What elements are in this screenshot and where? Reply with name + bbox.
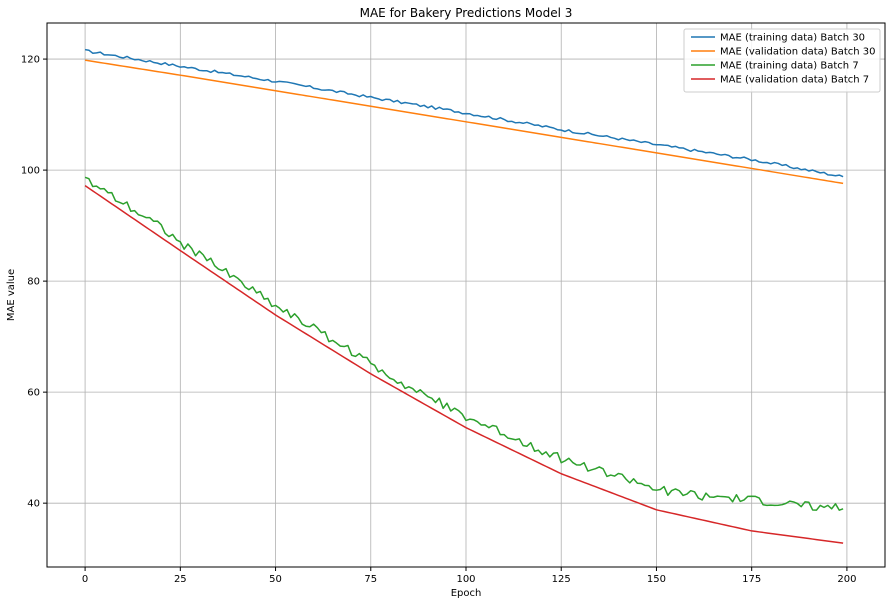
series-layer [84,48,844,544]
legend: MAE (training data) Batch 30 MAE (valida… [683,28,881,93]
grid [47,23,885,567]
y-tick-label: 60 [27,388,40,399]
y-tick-label: 80 [27,277,40,288]
series-line-0 [84,48,844,178]
x-tick-label: 50 [269,574,282,585]
series-line-1 [84,59,844,185]
y-axis-label: MAE value [6,269,17,321]
legend-label-series-1: MAE (validation data) Batch 30 [720,47,876,58]
y-tick-label: 120 [21,55,40,66]
chart-title: MAE for Bakery Predictions Model 3 [360,6,573,20]
legend-label-series-2: MAE (training data) Batch 7 [720,61,859,72]
x-tick-label: 125 [552,574,571,585]
series-line-3 [84,185,844,544]
ticks: 0 25 50 75 100 125 150 175 200 40 60 80 100 120 [21,55,857,585]
x-axis-label: Epoch [451,588,482,599]
x-tick-label: 175 [742,574,761,585]
series-line-2 [84,176,844,511]
y-tick-label: 100 [21,166,40,177]
legend-label-series-3: MAE (validation data) Batch 7 [720,75,869,86]
x-tick-label: 0 [82,574,88,585]
legend-frame [683,28,881,93]
x-tick-label: 200 [837,574,856,585]
legend-label-series-0: MAE (training data) Batch 30 [720,33,865,44]
x-tick-label: 100 [456,574,475,585]
y-tick-label: 40 [27,499,40,510]
x-tick-label: 75 [364,574,377,585]
x-tick-label: 25 [174,574,187,585]
x-tick-label: 150 [647,574,666,585]
